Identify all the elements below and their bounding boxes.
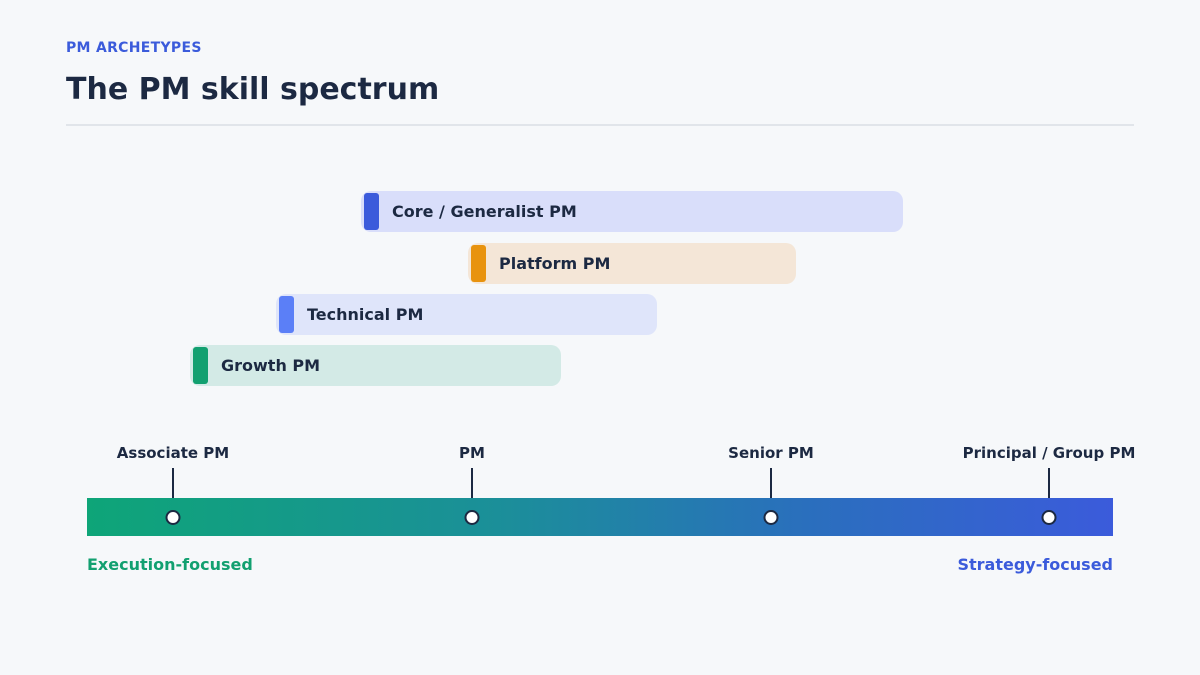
technical-accent-bar — [279, 296, 294, 333]
eyebrow-label: PM ARCHETYPES — [66, 40, 202, 56]
platform-label: Platform PM — [499, 254, 611, 273]
milestone-label-pm: PM — [459, 444, 485, 462]
milestone-dot-senior — [763, 510, 779, 525]
milestone-tick-pm — [471, 468, 473, 498]
milestone-label-principal: Principal / Group PM — [962, 444, 1136, 462]
core-label: Core / Generalist PM — [392, 202, 577, 221]
spectrum-track — [87, 498, 1113, 536]
page-title: The PM skill spectrum — [66, 72, 440, 107]
spectrum-right-end-label: Strategy-focused — [957, 555, 1113, 574]
milestone-dot-principal — [1041, 510, 1057, 525]
milestone-dot-pm — [464, 510, 480, 525]
core-accent-bar — [364, 193, 379, 230]
milestone-label-senior: Senior PM — [728, 444, 814, 462]
milestone-label-associate: Associate PM — [116, 444, 230, 462]
header-divider — [66, 124, 1134, 126]
archetype-band-platform: Platform PM — [468, 243, 796, 284]
milestone-dot-associate — [165, 510, 181, 525]
milestone-tick-associate — [172, 468, 174, 498]
archetype-band-technical: Technical PM — [276, 294, 657, 335]
spectrum-left-end-label: Execution-focused — [87, 555, 253, 574]
milestone-tick-principal — [1048, 468, 1050, 498]
growth-label: Growth PM — [221, 356, 321, 375]
growth-accent-bar — [193, 347, 208, 384]
archetype-band-core: Core / Generalist PM — [361, 191, 903, 232]
technical-label: Technical PM — [307, 305, 424, 324]
platform-accent-bar — [471, 245, 486, 282]
archetype-band-growth: Growth PM — [190, 345, 561, 386]
milestone-tick-senior — [770, 468, 772, 498]
